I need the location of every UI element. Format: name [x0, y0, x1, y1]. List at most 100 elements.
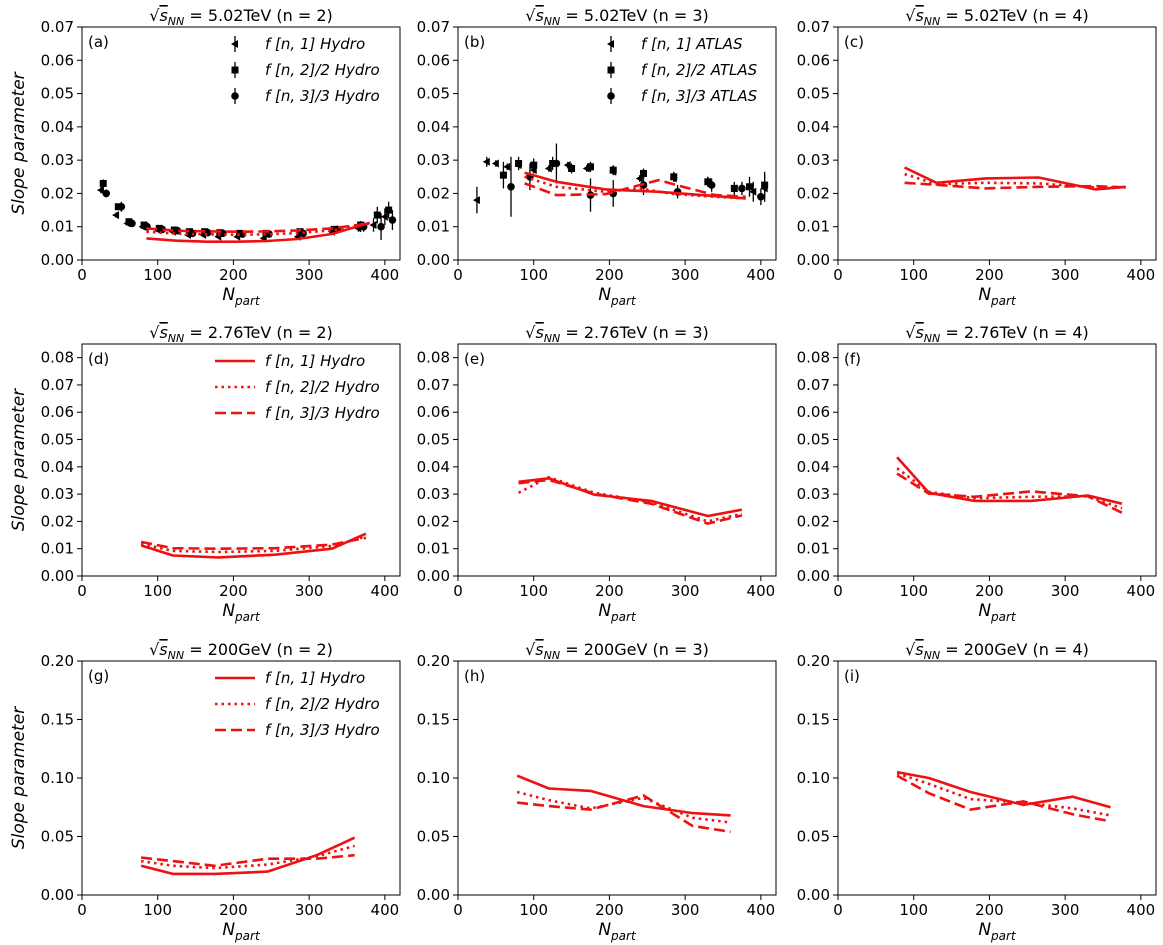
- legend: f [n, 1] Hydro f [n, 2]/2 Hydro f [n, 3]/3…: [215, 669, 380, 739]
- x-axis-label-sub: part: [990, 929, 1017, 943]
- atlas-point-circle: [388, 216, 397, 224]
- plot-area: [896, 456, 1123, 514]
- series-line-dotted: [146, 222, 370, 236]
- y-tick-label: 0.04: [797, 118, 830, 136]
- title-s: s: [915, 323, 923, 342]
- y-tick-label: 0.02: [41, 512, 74, 530]
- y-axis-label: Slope parameter: [9, 388, 29, 531]
- title-value: = 200GeV (n = 3): [560, 640, 709, 659]
- y-tick-label: 0.03: [797, 151, 830, 169]
- series-line-dashed: [896, 472, 1123, 514]
- x-tick-label: 0: [77, 901, 87, 919]
- y-tick-label: 0.05: [797, 828, 830, 846]
- title-root: √: [149, 6, 160, 25]
- x-tick-label: 200: [595, 582, 624, 600]
- series-line-dotted: [524, 175, 746, 200]
- atlas-point-circle: [377, 222, 385, 231]
- y-tick-label: 0.00: [41, 251, 74, 269]
- y-tick-label: 0.04: [41, 458, 74, 476]
- legend: f [n, 1] ATLAS f [n, 2]/2 ATLAS f [n, 3]/3…: [607, 35, 758, 105]
- x-axis-label-main: N: [978, 601, 991, 621]
- series-line-dotted: [896, 772, 1111, 817]
- x-tick-label: 400: [371, 901, 400, 919]
- plot-area: [516, 774, 731, 834]
- y-tick-label: 0.07: [41, 376, 74, 394]
- y-tick-label: 0.08: [41, 349, 74, 367]
- x-tick-label: 100: [899, 266, 928, 284]
- y-tick-label: 0.20: [417, 652, 450, 670]
- panel-title: √sNN = 200GeV (n = 3): [525, 640, 709, 662]
- panel-a: 0 100 200 300 400 0.00 0.01 0.02 0.03 0.04 0.05 0.0…: [9, 6, 401, 308]
- x-tick-label: 0: [453, 266, 463, 284]
- y-tick-label: 0.03: [41, 151, 74, 169]
- title-root: √: [905, 6, 916, 25]
- atlas-point-triangle: [482, 157, 490, 166]
- plot-area: [140, 836, 356, 876]
- series-line-dotted: [896, 467, 1123, 510]
- y-axis-label: Slope parameter: [9, 706, 29, 849]
- x-tick-label: 0: [833, 582, 843, 600]
- legend-marker-square: [231, 66, 239, 74]
- y-tick-label: 0.05: [797, 85, 830, 103]
- panel-title: √sNN = 2.76TeV (n = 3): [525, 323, 709, 345]
- series-line-solid: [518, 476, 743, 518]
- y-tick-label: 0.01: [797, 218, 830, 236]
- title-s: s: [915, 640, 923, 659]
- atlas-point-triangle: [112, 211, 120, 220]
- plot-frame: [81, 343, 401, 577]
- x-tick-label: 200: [595, 266, 624, 284]
- x-tick-label: 100: [143, 266, 172, 284]
- panel-f: 0 100 200 300 400 0.00 0.01 0.02 0.03 0.04 0.05 0.0…: [797, 323, 1157, 624]
- panel-letter: (i): [844, 667, 860, 685]
- panel-title: √sNN = 5.02TeV (n = 4): [905, 6, 1089, 28]
- y-tick-label: 0.03: [41, 485, 74, 503]
- plot-frame: [837, 26, 1157, 261]
- y-tick-label: 0.02: [417, 512, 450, 530]
- legend-label: f [n, 2]/2 ATLAS: [641, 61, 758, 79]
- series-line-dotted: [904, 172, 1126, 189]
- y-tick-label: 0.06: [41, 403, 74, 421]
- y-tick-label: 0.03: [797, 485, 830, 503]
- y-tick-label: 0.20: [41, 652, 74, 670]
- y-tick-label: 0.07: [417, 18, 450, 36]
- x-tick-label: 200: [975, 901, 1004, 919]
- plot-area: [896, 770, 1111, 823]
- y-tick-label: 0.00: [41, 886, 74, 904]
- y-tick-label: 0.03: [417, 151, 450, 169]
- legend: f [n, 1] Hydro f [n, 2]/2 Hydro f [n, 3]/3…: [215, 352, 380, 422]
- legend-label: f [n, 1] Hydro: [265, 35, 365, 53]
- x-tick-label: 0: [453, 582, 463, 600]
- title-value: = 2.76TeV (n = 2): [184, 323, 333, 342]
- y-tick-label: 0.07: [417, 376, 450, 394]
- y-tick-label: 0.20: [797, 652, 830, 670]
- title-sub: NN: [544, 649, 560, 662]
- legend-label: f [n, 3]/3 Hydro: [265, 87, 380, 105]
- y-tick-label: 0.02: [797, 184, 830, 202]
- legend-label: f [n, 1] Hydro: [265, 352, 365, 370]
- x-axis-label-main: N: [222, 601, 235, 621]
- x-tick-label: 100: [143, 901, 172, 919]
- x-axis-label-sub: part: [234, 294, 261, 308]
- y-tick-label: 0.04: [417, 458, 450, 476]
- y-tick-label: 0.01: [417, 540, 450, 558]
- plot-area: [904, 166, 1126, 191]
- panel-c: 0 100 200 300 400 0.00 0.01 0.02 0.03 0.04 0.05 0.0…: [797, 6, 1157, 308]
- plot-area: [518, 475, 743, 525]
- x-tick-label: 300: [671, 582, 700, 600]
- y-tick-label: 0.08: [417, 349, 450, 367]
- series-line-dashed: [140, 853, 355, 868]
- plot-frame: [457, 343, 777, 577]
- panel-letter: (g): [88, 667, 109, 685]
- atlas-point-square: [670, 173, 678, 181]
- panel-letter: (b): [464, 33, 485, 51]
- y-tick-label: 0.07: [41, 18, 74, 36]
- plot-area: [96, 179, 397, 243]
- title-value: = 2.76TeV (n = 3): [560, 323, 709, 342]
- title-value: = 200GeV (n = 2): [184, 640, 333, 659]
- title-sub: NN: [924, 332, 940, 345]
- panel-title: √sNN = 200GeV (n = 4): [905, 640, 1089, 662]
- legend-marker-circle: [231, 92, 239, 100]
- atlas-point-circle: [552, 159, 561, 168]
- y-tick-label: 0.06: [797, 403, 830, 421]
- x-tick-label: 400: [747, 901, 776, 919]
